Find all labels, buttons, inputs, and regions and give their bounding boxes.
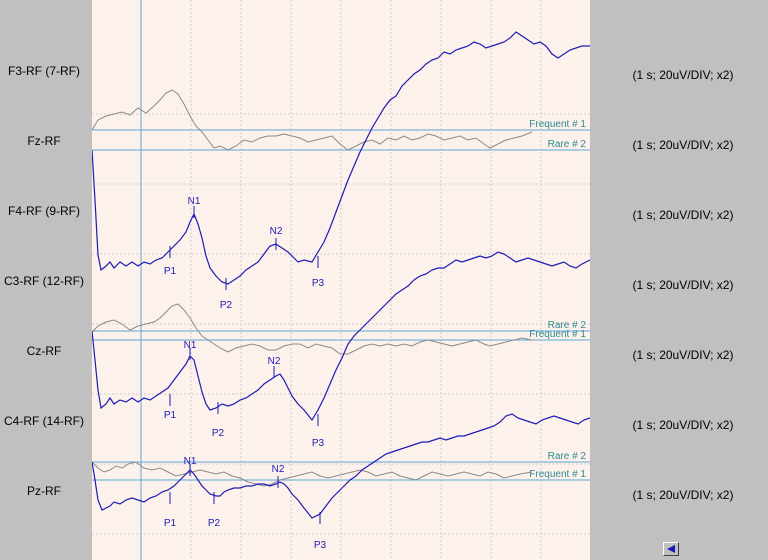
channel-scale-c4: (1 s; 20uV/DIV; x2) [632,418,734,432]
channel-label-f3: F3-RF (7-RF) [8,64,80,78]
marker-label-rare-2: Rare # 2 [548,451,587,462]
scroll-back-button[interactable] [663,542,679,556]
channel-scale-pz: (1 s; 20uV/DIV; x2) [632,488,734,502]
channel-scale-fz: (1 s; 20uV/DIV; x2) [632,138,734,152]
marker-label-frequent-1: Frequent # 1 [529,329,586,340]
peak-label: N1 [184,340,197,351]
peak-label: N2 [270,226,283,237]
triangle-left-icon [667,545,675,553]
channel-scale-cz: (1 s; 20uV/DIV; x2) [632,348,734,362]
channel-label-cz: Cz-RF [26,344,62,358]
peak-label: P3 [314,540,327,551]
peak-label: N2 [272,464,285,475]
marker-label-frequent-1: Frequent # 1 [529,119,586,130]
frequent-trace-pz [92,461,533,487]
peak-label: P3 [312,278,325,289]
channel-scale-panel [590,0,768,560]
marker-label-rare-2: Rare # 2 [548,139,587,150]
peak-label: P1 [164,266,177,277]
peak-label: N1 [184,456,197,467]
peak-label: N1 [188,196,201,207]
peak-label: P2 [212,428,225,439]
peak-label: P1 [164,518,177,529]
peak-label: P1 [164,410,177,421]
marker-label-rare-2: Rare # 2 [548,320,587,331]
peak-label: P2 [208,518,221,529]
waveform-plot-area[interactable]: Frequent # 1 Rare # 2 Rare # 2 Frequent … [92,0,679,560]
frequent-trace-cz [92,303,533,355]
channel-label-f4: F4-RF (9-RF) [8,204,80,218]
channel-label-panel [0,0,92,560]
rare-trace-f4 [92,31,590,285]
frequent-trace-fz [92,89,533,151]
channel-label-c4: C4-RF (14-RF) [4,414,84,428]
marker-label-frequent-1: Frequent # 1 [529,469,586,480]
channel-scale-f4: (1 s; 20uV/DIV; x2) [632,208,734,222]
peak-label: P3 [312,438,325,449]
channel-label-pz: Pz-RF [27,484,61,498]
peak-label: P2 [220,300,233,311]
marker-lines: Frequent # 1 Rare # 2 Rare # 2 Frequent … [92,119,590,481]
grid [92,0,590,560]
channel-label-c3: C3-RF (12-RF) [4,274,84,288]
peak-label: N2 [268,356,281,367]
channel-label-fz: Fz-RF [27,134,61,148]
channel-scale-c3: (1 s; 20uV/DIV; x2) [632,278,734,292]
peak-markers: N1 P1 P2 N2 P3 N1 P1 P2 N2 P3 N1 P1 P2 N2 P3 [164,196,327,551]
waveform-canvas[interactable]: Frequent # 1 Rare # 2 Rare # 2 Frequent … [92,0,590,560]
rare-trace-c4 [92,251,590,422]
rare-trace-pz [92,413,590,519]
channel-scale-f3: (1 s; 20uV/DIV; x2) [632,68,734,82]
